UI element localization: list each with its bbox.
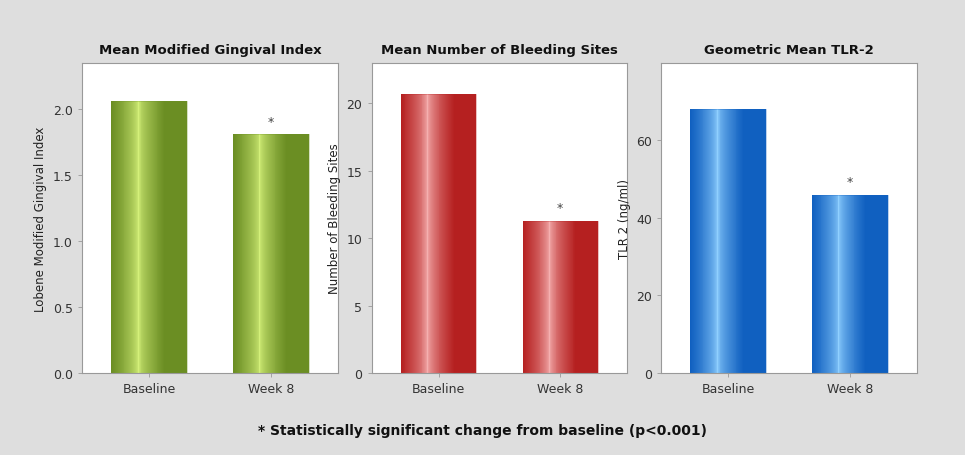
Bar [111, 102, 187, 373]
Bar [400, 95, 477, 373]
Title: Mean Modified Gingival Index: Mean Modified Gingival Index [98, 44, 321, 57]
Title: Mean Number of Bleeding Sites: Mean Number of Bleeding Sites [381, 44, 618, 57]
Y-axis label: TLR 2 (ng/ml): TLR 2 (ng/ml) [618, 178, 630, 258]
Y-axis label: Lobene Modified Gingival Index: Lobene Modified Gingival Index [35, 126, 47, 311]
Bar [233, 135, 309, 373]
Text: *: * [846, 176, 853, 189]
Text: *: * [267, 116, 274, 129]
Bar [812, 195, 888, 373]
Y-axis label: Number of Bleeding Sites: Number of Bleeding Sites [328, 143, 341, 293]
Bar [522, 221, 598, 373]
Text: * Statistically significant change from baseline (p<0.001): * Statistically significant change from … [258, 423, 707, 437]
Title: Geometric Mean TLR-2: Geometric Mean TLR-2 [704, 44, 873, 57]
Bar [690, 110, 766, 373]
Text: *: * [557, 202, 564, 215]
